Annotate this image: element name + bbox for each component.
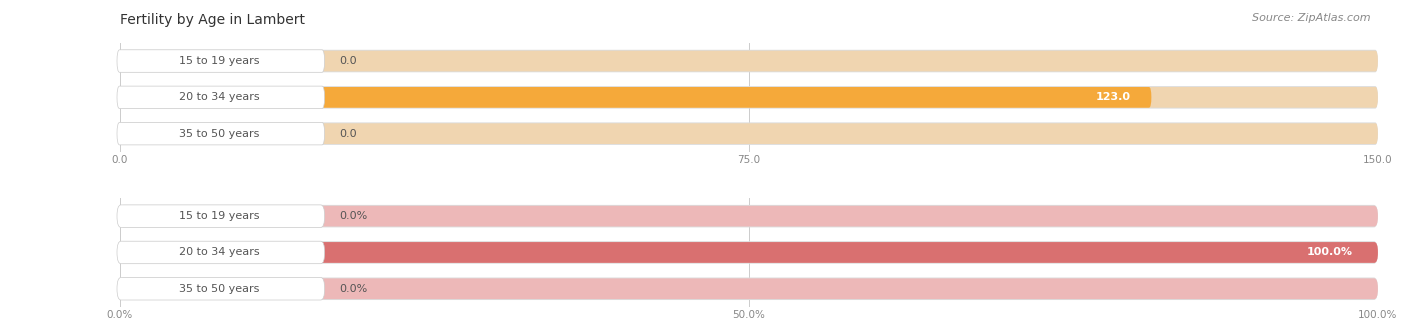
FancyBboxPatch shape bbox=[120, 87, 1378, 108]
Text: 0.0%: 0.0% bbox=[340, 211, 368, 221]
Text: 15 to 19 years: 15 to 19 years bbox=[179, 211, 260, 221]
FancyBboxPatch shape bbox=[120, 50, 1378, 72]
Text: 0.0: 0.0 bbox=[340, 129, 357, 139]
FancyBboxPatch shape bbox=[120, 51, 1378, 71]
Text: 0.0%: 0.0% bbox=[340, 284, 368, 294]
FancyBboxPatch shape bbox=[120, 242, 1378, 263]
FancyBboxPatch shape bbox=[117, 86, 325, 109]
FancyBboxPatch shape bbox=[120, 122, 1378, 145]
Text: 100.0%: 100.0% bbox=[1306, 248, 1353, 257]
FancyBboxPatch shape bbox=[120, 87, 1152, 108]
Text: 15 to 19 years: 15 to 19 years bbox=[179, 56, 260, 66]
FancyBboxPatch shape bbox=[117, 205, 325, 227]
FancyBboxPatch shape bbox=[117, 122, 325, 145]
Text: 123.0: 123.0 bbox=[1095, 92, 1130, 102]
FancyBboxPatch shape bbox=[120, 278, 1378, 300]
FancyBboxPatch shape bbox=[120, 205, 1378, 227]
FancyBboxPatch shape bbox=[117, 50, 325, 72]
FancyBboxPatch shape bbox=[117, 241, 325, 264]
FancyBboxPatch shape bbox=[120, 241, 1378, 264]
FancyBboxPatch shape bbox=[120, 279, 1378, 299]
Text: 20 to 34 years: 20 to 34 years bbox=[179, 92, 260, 102]
FancyBboxPatch shape bbox=[120, 86, 1378, 109]
FancyBboxPatch shape bbox=[120, 123, 1378, 144]
Text: Fertility by Age in Lambert: Fertility by Age in Lambert bbox=[120, 13, 305, 27]
Text: 0.0: 0.0 bbox=[340, 56, 357, 66]
Text: 20 to 34 years: 20 to 34 years bbox=[179, 248, 260, 257]
Text: Source: ZipAtlas.com: Source: ZipAtlas.com bbox=[1253, 13, 1371, 23]
Text: 35 to 50 years: 35 to 50 years bbox=[179, 284, 259, 294]
FancyBboxPatch shape bbox=[120, 242, 1378, 263]
Text: 35 to 50 years: 35 to 50 years bbox=[179, 129, 259, 139]
FancyBboxPatch shape bbox=[120, 206, 1378, 226]
FancyBboxPatch shape bbox=[117, 278, 325, 300]
